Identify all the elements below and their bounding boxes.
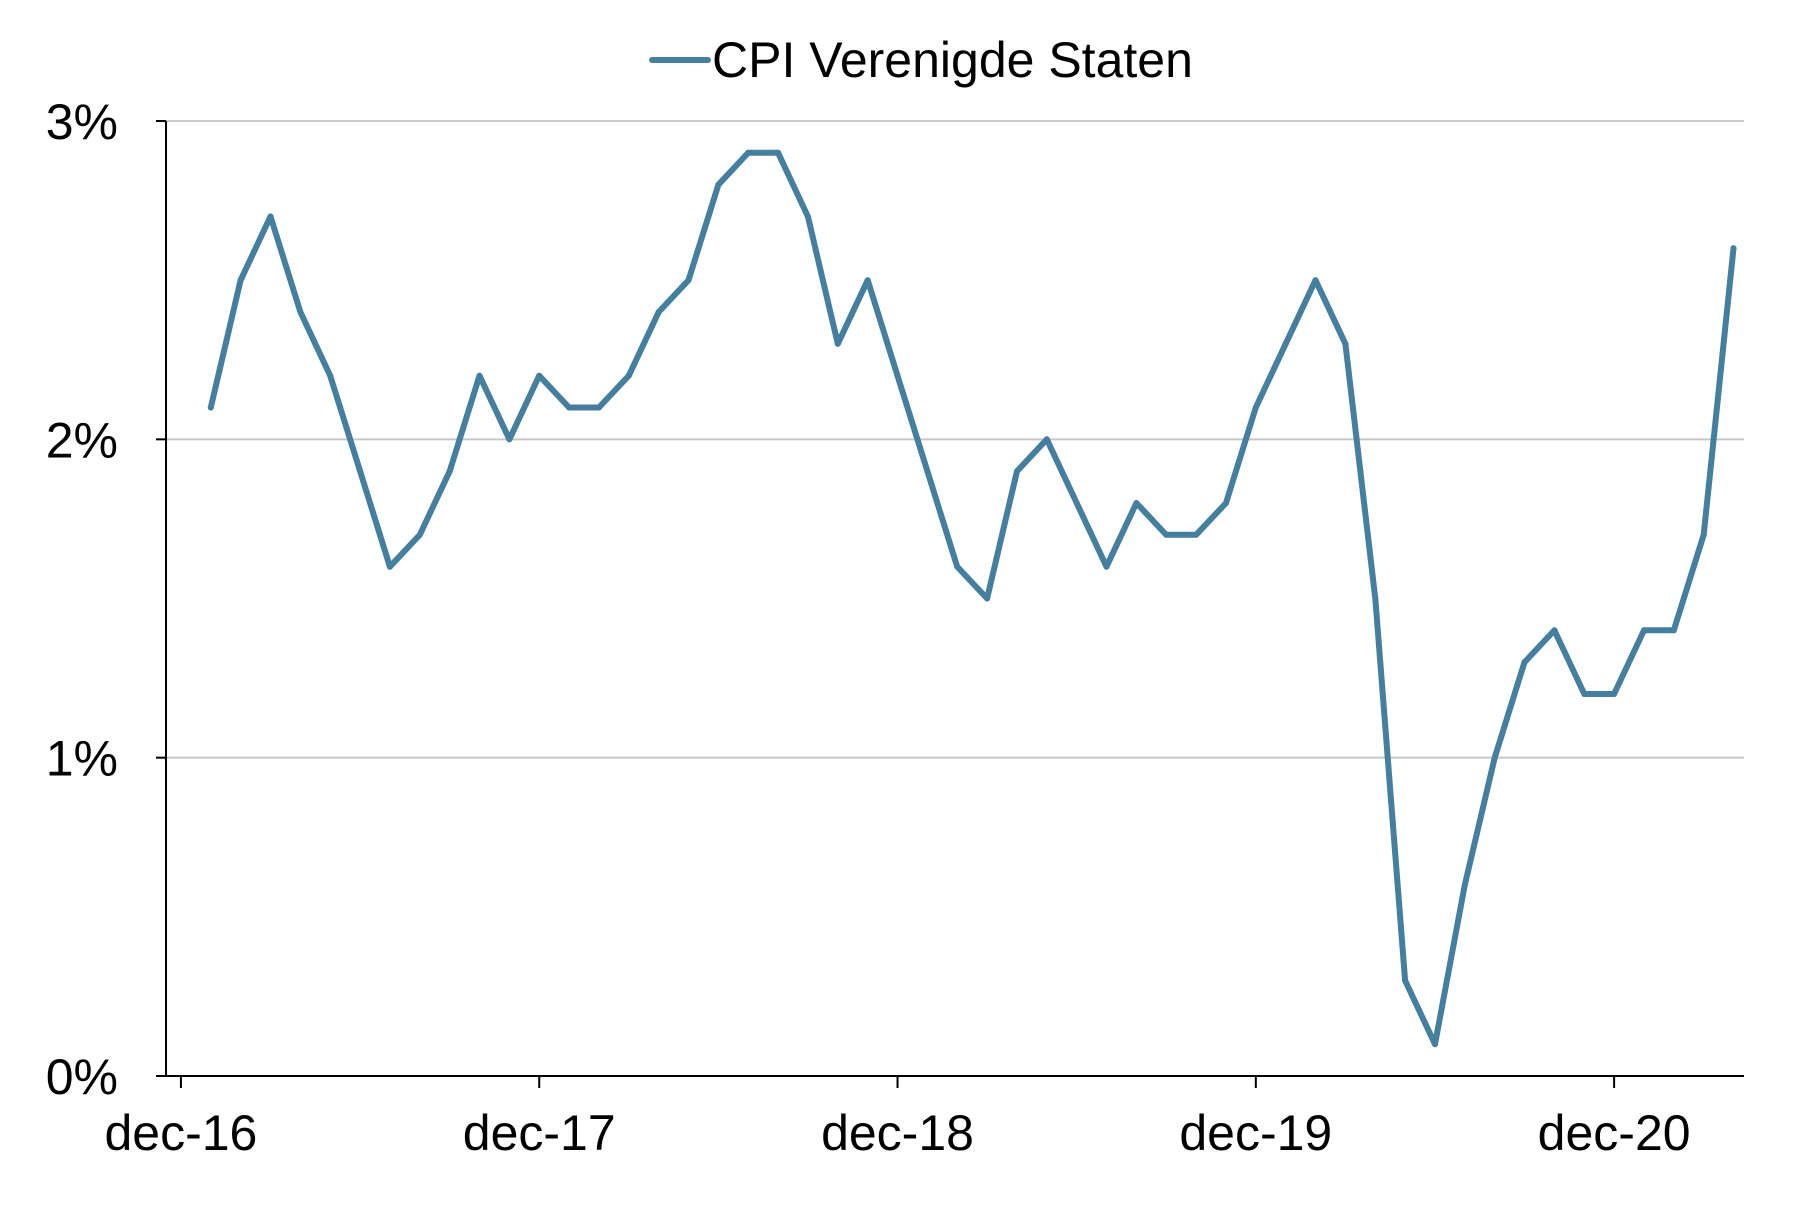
data-point [476,372,483,379]
y-tick-label-0: 0% [46,1049,118,1105]
data-point [536,372,543,379]
data-point [1461,882,1468,888]
data-point [267,213,274,220]
data-point [954,563,961,570]
data-point [1312,277,1319,284]
series-points-0 [207,149,1737,1048]
data-point [357,468,364,475]
data-point [1432,1041,1438,1048]
data-point [715,181,722,188]
axes [165,121,1744,1077]
data-point [1521,659,1528,666]
data-point [506,436,513,443]
data-point [1491,754,1498,761]
y-tick-label-2: 2% [46,412,118,468]
data-point [1133,500,1140,506]
data-point [1581,691,1588,697]
data-point [566,404,573,411]
data-point [655,309,662,315]
data-point [685,277,692,284]
y-tick-label-1: 1% [46,731,118,787]
data-point [386,563,393,570]
data-point [297,309,304,315]
data-point [1073,500,1080,506]
x-tick-label-3: dec-19 [1179,1105,1332,1161]
x-axis-ticks: dec-16 dec-17 dec-18 dec-19 dec-20 [104,1076,1691,1161]
data-point [1611,691,1618,697]
data-point [1223,500,1229,506]
data-point [625,372,632,379]
data-point [1014,468,1020,475]
data-point [1372,595,1379,602]
data-point [446,468,453,475]
data-point [864,277,871,284]
data-point [804,213,811,220]
x-tick-label-4: dec-20 [1538,1105,1691,1161]
data-point [1730,245,1737,252]
y-axis-ticks: 0% 1% 2% 3% [46,94,166,1105]
data-point [1342,340,1349,347]
data-point [1043,436,1050,443]
legend: CPI Verenigde Staten [649,32,1193,88]
data-point [1700,531,1707,538]
data-point [595,404,602,411]
data-point [1282,340,1289,347]
data-point [1402,977,1409,984]
data-point [237,277,244,284]
data-point [1163,531,1170,538]
data-point [775,149,782,156]
series-line-0 [207,149,1737,1048]
legend-label: CPI Verenigde Staten [712,32,1193,88]
x-tick-label-2: dec-18 [821,1105,974,1161]
data-point [416,531,423,538]
x-tick-label-1: dec-17 [463,1105,616,1161]
data-point [984,595,991,602]
data-point [1641,627,1647,634]
x-tick-label-0: dec-16 [104,1105,257,1161]
data-point [1670,627,1677,634]
data-point [894,372,901,379]
y-tick-label-3: 3% [46,94,118,150]
data-point [1193,531,1200,538]
data-point [1551,627,1558,634]
data-point [1252,404,1259,411]
data-point [745,149,752,156]
data-point [834,340,841,347]
data-point [327,372,334,379]
data-point [1103,563,1110,570]
data-point [924,468,931,475]
grid-lines [166,120,1744,759]
series-group [207,149,1737,1048]
data-point [207,404,214,411]
